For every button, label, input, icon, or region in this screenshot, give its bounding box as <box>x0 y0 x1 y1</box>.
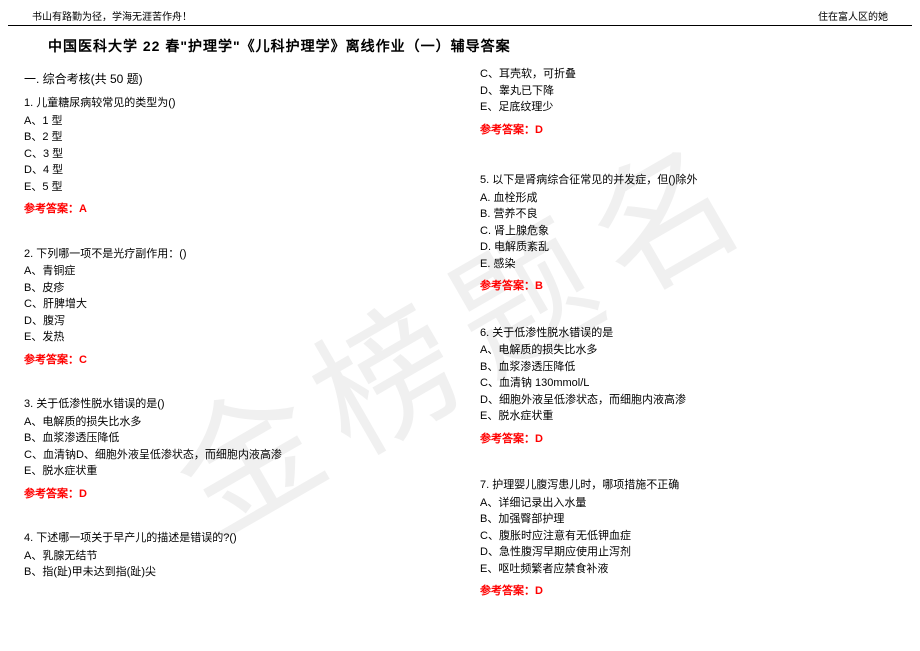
q7-opt-b: B、加强臀部护理 <box>480 511 896 528</box>
question-4-continued: C、耳壳软，可折叠 D、睾丸已下降 E、足底纹理少 参考答案：D <box>480 66 896 138</box>
question-7: 7. 护理婴儿腹泻患儿时，哪项措施不正确 A、详细记录出入水量 B、加强臀部护理… <box>480 477 896 600</box>
question-1: 1. 儿童糖尿病较常见的类型为() A、1 型 B、2 型 C、3 型 D、4 … <box>24 95 440 218</box>
q6-answer: 参考答案：D <box>480 431 896 448</box>
q5-opt-d: D. 电解质紊乱 <box>480 239 896 256</box>
q6-opt-d: D、细胞外液呈低渗状态，而细胞内液高渗 <box>480 392 896 409</box>
q3-opt-e: E、脱水症状重 <box>24 463 440 480</box>
q5-opt-c: C. 肾上腺危象 <box>480 223 896 240</box>
q3-answer: 参考答案：D <box>24 486 440 503</box>
q1-answer: 参考答案：A <box>24 201 440 218</box>
q4-opt-b: B、指(趾)甲未达到指(趾)尖 <box>24 564 440 581</box>
question-5: 5. 以下是肾病综合征常见的并发症，但()除外 A. 血栓形成 B. 营养不良 … <box>480 172 896 295</box>
right-column: C、耳壳软，可折叠 D、睾丸已下降 E、足底纹理少 参考答案：D 5. 以下是肾… <box>480 66 896 622</box>
q6-opt-a: A、电解质的损失比水多 <box>480 342 896 359</box>
q7-opt-d: D、急性腹泻早期应使用止泻剂 <box>480 544 896 561</box>
q5-opt-b: B. 营养不良 <box>480 206 896 223</box>
q3-opt-a: A、电解质的损失比水多 <box>24 414 440 431</box>
document-title: 中国医科大学 22 春"护理学"《儿科护理学》离线作业（一）辅导答案 <box>48 36 896 56</box>
left-column: 一. 综合考核(共 50 题) 1. 儿童糖尿病较常见的类型为() A、1 型 … <box>24 66 440 622</box>
q4-answer: 参考答案：D <box>480 122 896 139</box>
question-6: 6. 关于低渗性脱水错误的是 A、电解质的损失比水多 B、血浆渗透压降低 C、血… <box>480 325 896 448</box>
q2-opt-b: B、皮疹 <box>24 280 440 297</box>
q5-text: 5. 以下是肾病综合征常见的并发症，但()除外 <box>480 172 896 189</box>
header-left: 书山有路勤为径，学海无涯苦作舟！ <box>32 8 192 23</box>
q2-opt-a: A、青铜症 <box>24 263 440 280</box>
q2-opt-d: D、腹泻 <box>24 313 440 330</box>
q4-opt-d: D、睾丸已下降 <box>480 83 896 100</box>
question-4: 4. 下述哪一项关于早产儿的描述是错误的?() A、乳腺无结节 B、指(趾)甲未… <box>24 530 440 581</box>
q1-opt-d: D、4 型 <box>24 162 440 179</box>
q6-opt-c: C、血清钠 130mmol/L <box>480 375 896 392</box>
q4-opt-c: C、耳壳软，可折叠 <box>480 66 896 83</box>
q3-text: 3. 关于低渗性脱水错误的是() <box>24 396 440 413</box>
q7-opt-e: E、呕吐频繁者应禁食补液 <box>480 561 896 578</box>
q6-opt-e: E、脱水症状重 <box>480 408 896 425</box>
header-right: 住在富人区的她 <box>818 8 888 23</box>
q2-text: 2. 下列哪一项不是光疗副作用：() <box>24 246 440 263</box>
q2-opt-e: E、发热 <box>24 329 440 346</box>
page-header: 书山有路勤为径，学海无涯苦作舟！ 住在富人区的她 <box>8 0 912 26</box>
q2-opt-c: C、肝脾增大 <box>24 296 440 313</box>
q1-opt-a: A、1 型 <box>24 113 440 130</box>
q7-text: 7. 护理婴儿腹泻患儿时，哪项措施不正确 <box>480 477 896 494</box>
q2-answer: 参考答案：C <box>24 352 440 369</box>
q6-opt-b: B、血浆渗透压降低 <box>480 359 896 376</box>
q1-opt-b: B、2 型 <box>24 129 440 146</box>
q1-opt-c: C、3 型 <box>24 146 440 163</box>
q5-opt-e: E. 感染 <box>480 256 896 273</box>
q4-opt-a: A、乳腺无结节 <box>24 548 440 565</box>
question-2: 2. 下列哪一项不是光疗副作用：() A、青铜症 B、皮疹 C、肝脾增大 D、腹… <box>24 246 440 369</box>
q6-text: 6. 关于低渗性脱水错误的是 <box>480 325 896 342</box>
q5-opt-a: A. 血栓形成 <box>480 190 896 207</box>
question-3: 3. 关于低渗性脱水错误的是() A、电解质的损失比水多 B、血浆渗透压降低 C… <box>24 396 440 502</box>
two-column-layout: 一. 综合考核(共 50 题) 1. 儿童糖尿病较常见的类型为() A、1 型 … <box>24 66 896 622</box>
q7-answer: 参考答案：D <box>480 583 896 600</box>
q7-opt-a: A、详细记录出入水量 <box>480 495 896 512</box>
page-content: 中国医科大学 22 春"护理学"《儿科护理学》离线作业（一）辅导答案 一. 综合… <box>0 26 920 628</box>
q4-text: 4. 下述哪一项关于早产儿的描述是错误的?() <box>24 530 440 547</box>
q3-opt-b: B、血浆渗透压降低 <box>24 430 440 447</box>
q1-opt-e: E、5 型 <box>24 179 440 196</box>
q5-answer: 参考答案：B <box>480 278 896 295</box>
q7-opt-c: C、腹胀时应注意有无低钾血症 <box>480 528 896 545</box>
q1-text: 1. 儿童糖尿病较常见的类型为() <box>24 95 440 112</box>
q3-opt-c: C、血清钠D、细胞外液呈低渗状态，而细胞内液高渗 <box>24 447 440 464</box>
section-heading: 一. 综合考核(共 50 题) <box>24 70 440 87</box>
q4-opt-e: E、足底纹理少 <box>480 99 896 116</box>
